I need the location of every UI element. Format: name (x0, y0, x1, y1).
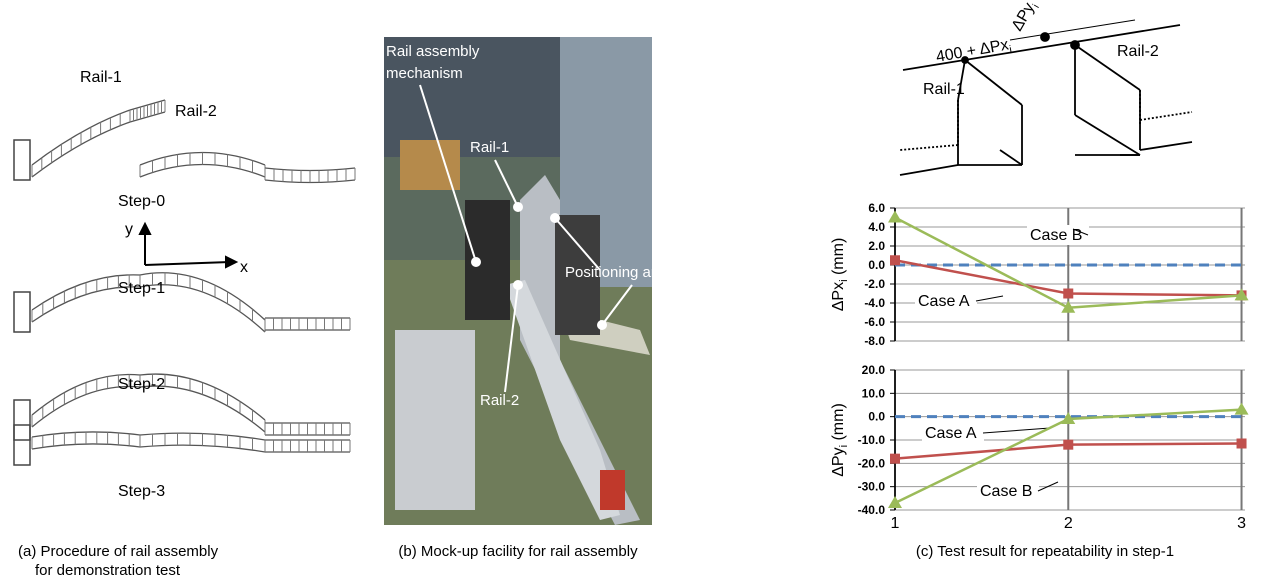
y-tick-label: 2.0 (868, 239, 885, 253)
y-tick-label: -4.0 (864, 296, 885, 310)
photo-label: Rail assembly (386, 43, 480, 60)
marker (1237, 439, 1247, 449)
marker (1235, 403, 1249, 415)
y-tick-label: 6.0 (868, 201, 885, 215)
photo (384, 37, 652, 525)
y-axis-label-part: (mm) (830, 403, 847, 445)
caption: (a) Procedure of rail assembly (18, 543, 219, 560)
rail (265, 168, 355, 171)
clamp (14, 425, 30, 465)
photo-label: Rail-2 (480, 392, 519, 409)
caption: (c) Test result for repeatability in ste… (916, 543, 1174, 560)
x-tick-label: 3 (1237, 515, 1246, 532)
series-label: Case A (918, 293, 970, 310)
clamp (14, 400, 30, 440)
y-tick-label: -20.0 (858, 456, 886, 470)
rail (32, 122, 130, 177)
y-tick-label: 0.0 (868, 410, 885, 424)
marker (890, 454, 900, 464)
rail-label: Rail-1 (923, 81, 965, 98)
y-tick-label: 10.0 (862, 386, 886, 400)
y-tick-label: 4.0 (868, 220, 885, 234)
step-label: Step-2 (118, 376, 165, 393)
dimension-label: 400 + ΔPxi (935, 36, 1013, 69)
y-tick-label: -6.0 (864, 315, 885, 329)
series-label: Case A (925, 425, 977, 442)
y-tick-label: -40.0 (858, 503, 886, 517)
marker (1063, 440, 1073, 450)
y-tick-label: -10.0 (858, 433, 886, 447)
text: 400 + ΔPx (935, 36, 1010, 65)
marker (888, 211, 902, 223)
x-tick-label: 2 (1064, 515, 1073, 532)
x-tick-label: 1 (891, 515, 900, 532)
rail (32, 444, 140, 449)
rail-drawings (14, 100, 355, 465)
y-tick-label: -30.0 (858, 480, 886, 494)
rail (140, 445, 265, 452)
dimension-label: ΔPyi (1009, 0, 1042, 35)
y-axis-label-part: ΔPx (830, 282, 847, 311)
series-label: Case B (980, 483, 1032, 500)
chart: -8.0 -6.0 -4.0 -2.0 0.0 2.0 4.0 6.0 ΔPxi (mm) Cas… (830, 201, 1249, 348)
step-label: Step-1 (118, 280, 165, 297)
y-axis-label: ΔPxi (mm) (830, 238, 850, 312)
axis-label: y (125, 221, 133, 238)
marker (890, 255, 900, 265)
caption: for demonstration test (35, 562, 181, 579)
clamp (14, 292, 30, 332)
y-axis-label: ΔPyi (mm) (830, 403, 850, 477)
y-axis-label-part: (mm) (830, 238, 847, 280)
photo-label: mechanism (386, 65, 463, 82)
y-tick-label: -2.0 (864, 277, 885, 291)
step-label: Step-0 (118, 193, 165, 210)
rail (140, 165, 265, 178)
marker (1063, 289, 1073, 299)
subscript: i (1008, 44, 1012, 56)
y-tick-label: -8.0 (864, 334, 885, 348)
figure: Rail-1 Rail-2 Step-0 Step-1 Step-2 Step-… (0, 0, 1261, 581)
photo-label: Rail-1 (470, 139, 509, 156)
xy-axes (140, 224, 236, 267)
photo-label: Positioning arm (565, 264, 668, 281)
rail-label: Rail-2 (175, 103, 217, 120)
chart: -40.0 -30.0 -20.0 -10.0 0.0 10.0 20.0 1 2 3 ΔPyi (… (830, 363, 1249, 532)
y-tick-label: 0.0 (868, 258, 885, 272)
clamp (14, 140, 30, 180)
rail-label: Rail-1 (80, 69, 122, 86)
y-axis-label-part: ΔPy (830, 447, 847, 476)
caption: (b) Mock-up facility for rail assembly (398, 543, 638, 560)
y-tick-label: 20.0 (862, 363, 886, 377)
step-label: Step-3 (118, 483, 165, 500)
leader (976, 296, 1003, 301)
rail-label: Rail-2 (1117, 43, 1159, 60)
axis-label: x (240, 259, 248, 276)
